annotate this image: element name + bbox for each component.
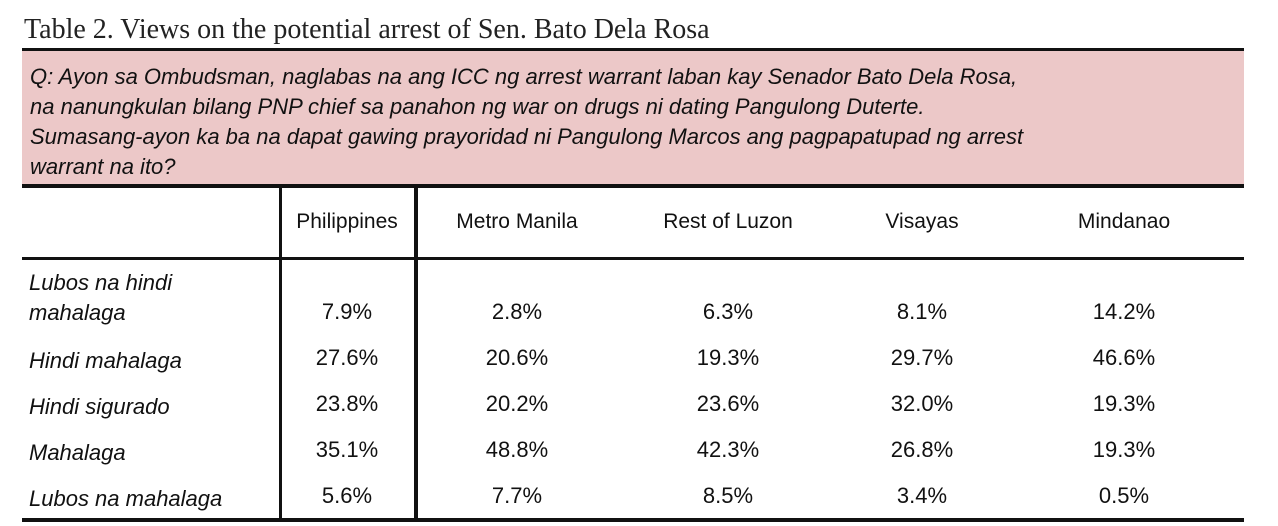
column-header-metro-manila: Metro Manila — [456, 210, 578, 233]
table-cell: 6.3% — [702, 299, 754, 324]
table-cell: 48.8% — [485, 437, 549, 462]
table-title: Table 2. Views on the potential arrest o… — [24, 14, 710, 45]
table-cell: 29.7% — [890, 345, 954, 370]
table-cell: 14.2% — [1092, 299, 1156, 324]
table-cell: 27.6% — [315, 345, 379, 370]
table-cell: 20.6% — [485, 345, 549, 370]
table-cell: 7.9% — [321, 299, 373, 324]
table-cell: 26.8% — [890, 437, 954, 462]
bottom-rule — [22, 518, 1244, 522]
table-cell: 46.6% — [1092, 345, 1156, 370]
column-header-rest-of-luzon: Rest of Luzon — [663, 210, 793, 233]
column-header-mindanao: Mindanao — [1077, 210, 1171, 233]
table-cell: 0.5% — [1098, 483, 1150, 508]
question-rule — [22, 184, 1244, 188]
table-cell: 3.4% — [896, 483, 948, 508]
table-cell: 19.3% — [1092, 437, 1156, 462]
column-divider — [279, 188, 282, 518]
column-header-visayas: Visayas — [885, 210, 959, 233]
question-line: warrant na ito? — [30, 154, 176, 179]
column-divider — [414, 188, 418, 518]
row-label: Mahalaga — [29, 440, 126, 465]
row-label: Lubos na hindi mahalaga — [29, 270, 173, 325]
question-line: na nanungkulan bilang PNP chief sa panah… — [30, 94, 925, 119]
table-cell: 5.6% — [321, 483, 373, 508]
table-cell: 8.5% — [702, 483, 754, 508]
table-cell: 35.1% — [315, 437, 379, 462]
table-cell: 7.7% — [491, 483, 543, 508]
table-cell: 23.8% — [315, 391, 379, 416]
row-label: Lubos na mahalaga — [29, 486, 223, 511]
row-label: Hindi sigurado — [29, 394, 170, 419]
table-cell: 42.3% — [696, 437, 760, 462]
table-cell: 2.8% — [491, 299, 543, 324]
table-cell: 23.6% — [696, 391, 760, 416]
table-cell: 32.0% — [890, 391, 954, 416]
header-rule — [22, 257, 1244, 260]
top-rule — [22, 48, 1244, 51]
question-line: Q: Ayon sa Ombudsman, naglabas na ang IC… — [30, 64, 1018, 89]
question-line: Sumasang-ayon ka ba na dapat gawing pray… — [30, 124, 1024, 149]
row-label: Hindi mahalaga — [29, 348, 182, 373]
table-cell: 20.2% — [485, 391, 549, 416]
question-box: Q: Ayon sa Ombudsman, naglabas na ang IC… — [22, 51, 1244, 184]
table-cell: 19.3% — [1092, 391, 1156, 416]
table-cell: 19.3% — [696, 345, 760, 370]
table-cell: 8.1% — [896, 299, 948, 324]
column-header-philippines: Philippines — [296, 210, 398, 233]
